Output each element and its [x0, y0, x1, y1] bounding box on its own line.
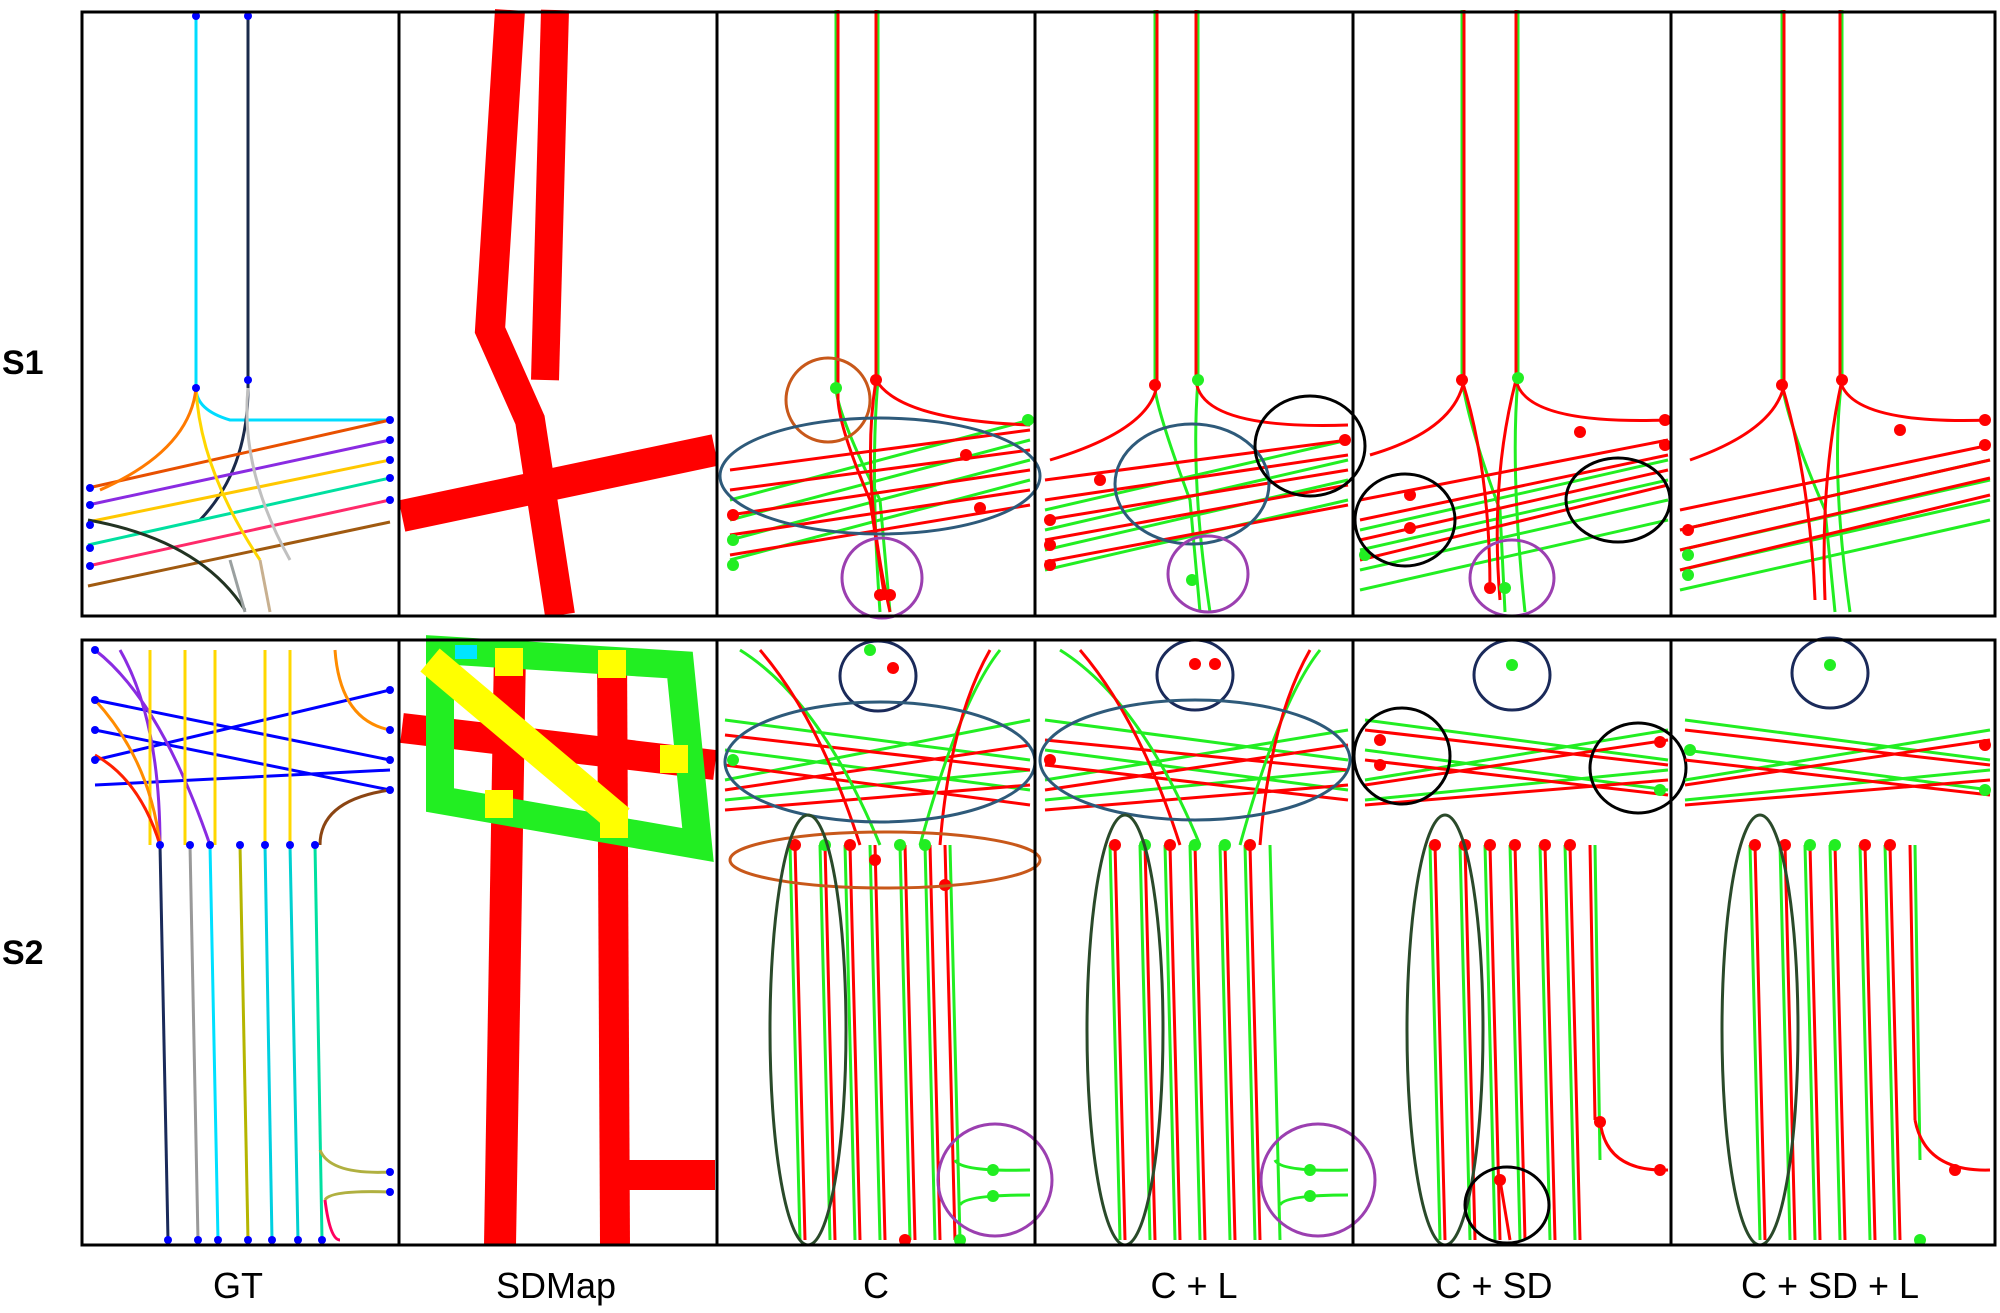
panel-s2-c-sd [1352, 638, 1688, 1247]
column-label-gt: GT [213, 1265, 263, 1306]
frame-s1-c-sd [1351, 10, 1673, 618]
column-label-c-l: C + L [1150, 1265, 1237, 1306]
column-labels: GT SDMap C C + L C + SD C + SD + L [213, 1265, 1919, 1306]
row-label-s2: S2 [2, 934, 44, 972]
column-label-sdmap: SDMap [496, 1265, 616, 1306]
frame-s2-c-sd-l [1669, 638, 1997, 1247]
gt-nodes-s1 [86, 12, 394, 570]
column-label-c: C [863, 1265, 889, 1306]
frame-s1-c-l [1033, 10, 1355, 618]
panel-s2-gt [91, 646, 394, 1244]
panel-s2-c-l [1038, 638, 1377, 1247]
panel-s1-c-sd-l [1679, 10, 1991, 613]
panel-s2-c [723, 639, 1054, 1247]
frame-s2-c-l [1033, 638, 1355, 1247]
column-label-c-sd-l: C + SD + L [1741, 1265, 1919, 1306]
panel-frames [80, 10, 1997, 1247]
panel-s1-c-l [1044, 10, 1367, 614]
panel-s1-c [718, 10, 1042, 620]
frame-s1-c-sd-l [1669, 10, 1997, 618]
panel-s1-c-sd [1353, 10, 1672, 618]
gt-nodes-s2 [91, 646, 394, 1244]
row-label-s1: S1 [2, 344, 44, 382]
column-label-c-sd: C + SD [1435, 1265, 1552, 1306]
panel-s2-c-sd-l [1684, 636, 1991, 1247]
panel-s1-sdmap [398, 9, 719, 618]
panel-s2-sdmap [400, 635, 717, 1246]
panel-s1-gt [86, 12, 394, 613]
